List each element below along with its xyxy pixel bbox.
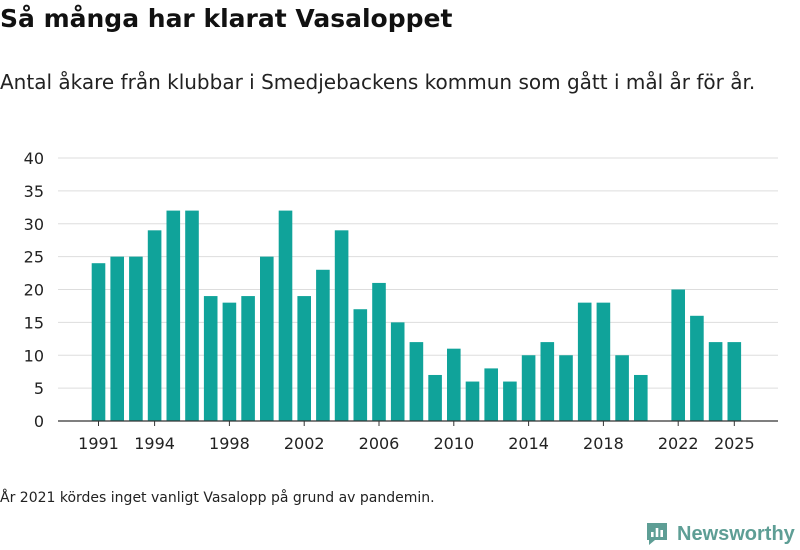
bar-2017 <box>577 302 592 421</box>
y-tick-label: 30 <box>24 215 44 234</box>
bar-1996 <box>185 210 199 421</box>
bar-2008 <box>409 342 424 421</box>
footnote: År 2021 kördes inget vanligt Vasalopp på… <box>0 490 435 506</box>
x-tick-label: 1991 <box>78 434 119 453</box>
x-tick-label: 2002 <box>284 434 325 453</box>
brand-logo: Newsworthy <box>645 520 795 548</box>
bar-2023 <box>690 315 704 421</box>
bar-1993 <box>129 256 143 421</box>
y-tick-label: 25 <box>24 248 44 267</box>
chart-subtitle: Antal åkare från klubbar i Smedjebackens… <box>0 70 756 94</box>
x-tick-label: 2018 <box>583 434 624 453</box>
bar-1991 <box>91 263 106 421</box>
bar-2020 <box>634 374 648 421</box>
bar-2002 <box>297 296 311 421</box>
x-tick-label: 1994 <box>134 434 175 453</box>
y-tick-label: 15 <box>24 313 44 332</box>
x-tick-label: 2014 <box>508 434 549 453</box>
chart-title: Så många har klarat Vasaloppet <box>0 4 453 33</box>
bar-1992 <box>110 256 124 421</box>
bar-2022 <box>671 289 685 421</box>
bar-2010 <box>447 348 461 421</box>
y-tick-label: 0 <box>34 412 44 431</box>
x-tick-label: 2006 <box>359 434 400 453</box>
bar-2005 <box>353 309 368 421</box>
bar-1994 <box>147 230 162 421</box>
bars <box>91 210 742 421</box>
bar-2014 <box>521 355 536 421</box>
y-tick-label: 5 <box>34 379 44 398</box>
bar-2003 <box>316 269 330 421</box>
y-tick-label: 10 <box>24 346 44 365</box>
bar-2018 <box>596 302 611 421</box>
bar-2015 <box>540 342 555 421</box>
bar-2019 <box>615 355 629 421</box>
bar-1995 <box>166 210 181 421</box>
bar-2012 <box>484 368 498 421</box>
bar-2011 <box>465 381 480 421</box>
x-tick-label: 2010 <box>433 434 474 453</box>
bar-2013 <box>503 381 517 421</box>
bar-1998 <box>222 302 237 421</box>
bar-2025 <box>727 342 742 421</box>
y-axis-ticks: 0 5 10 15 20 25 30 35 40 <box>24 149 44 431</box>
bar-2001 <box>278 210 293 421</box>
x-tick-label: 1998 <box>209 434 250 453</box>
bar-2009 <box>428 374 442 421</box>
bar-2016 <box>559 355 573 421</box>
bar-2000 <box>260 256 274 421</box>
newsworthy-logo-icon <box>647 523 667 545</box>
x-axis-ticks: 1991 1994 1998 2002 2006 2010 2014 2018 2022 2025 <box>78 421 755 453</box>
brand-name: Newsworthy <box>677 522 795 545</box>
bar-2024 <box>708 342 723 421</box>
bar-1999 <box>241 296 255 421</box>
bar-1997 <box>203 296 218 421</box>
x-tick-label: 2022 <box>658 434 699 453</box>
y-tick-label: 35 <box>24 182 44 201</box>
bar-2006 <box>372 282 386 421</box>
bar-2004 <box>334 230 349 421</box>
bar-2007 <box>390 322 405 421</box>
x-tick-label: 2025 <box>714 434 755 453</box>
y-tick-label: 20 <box>24 281 44 300</box>
y-tick-label: 40 <box>24 149 44 168</box>
